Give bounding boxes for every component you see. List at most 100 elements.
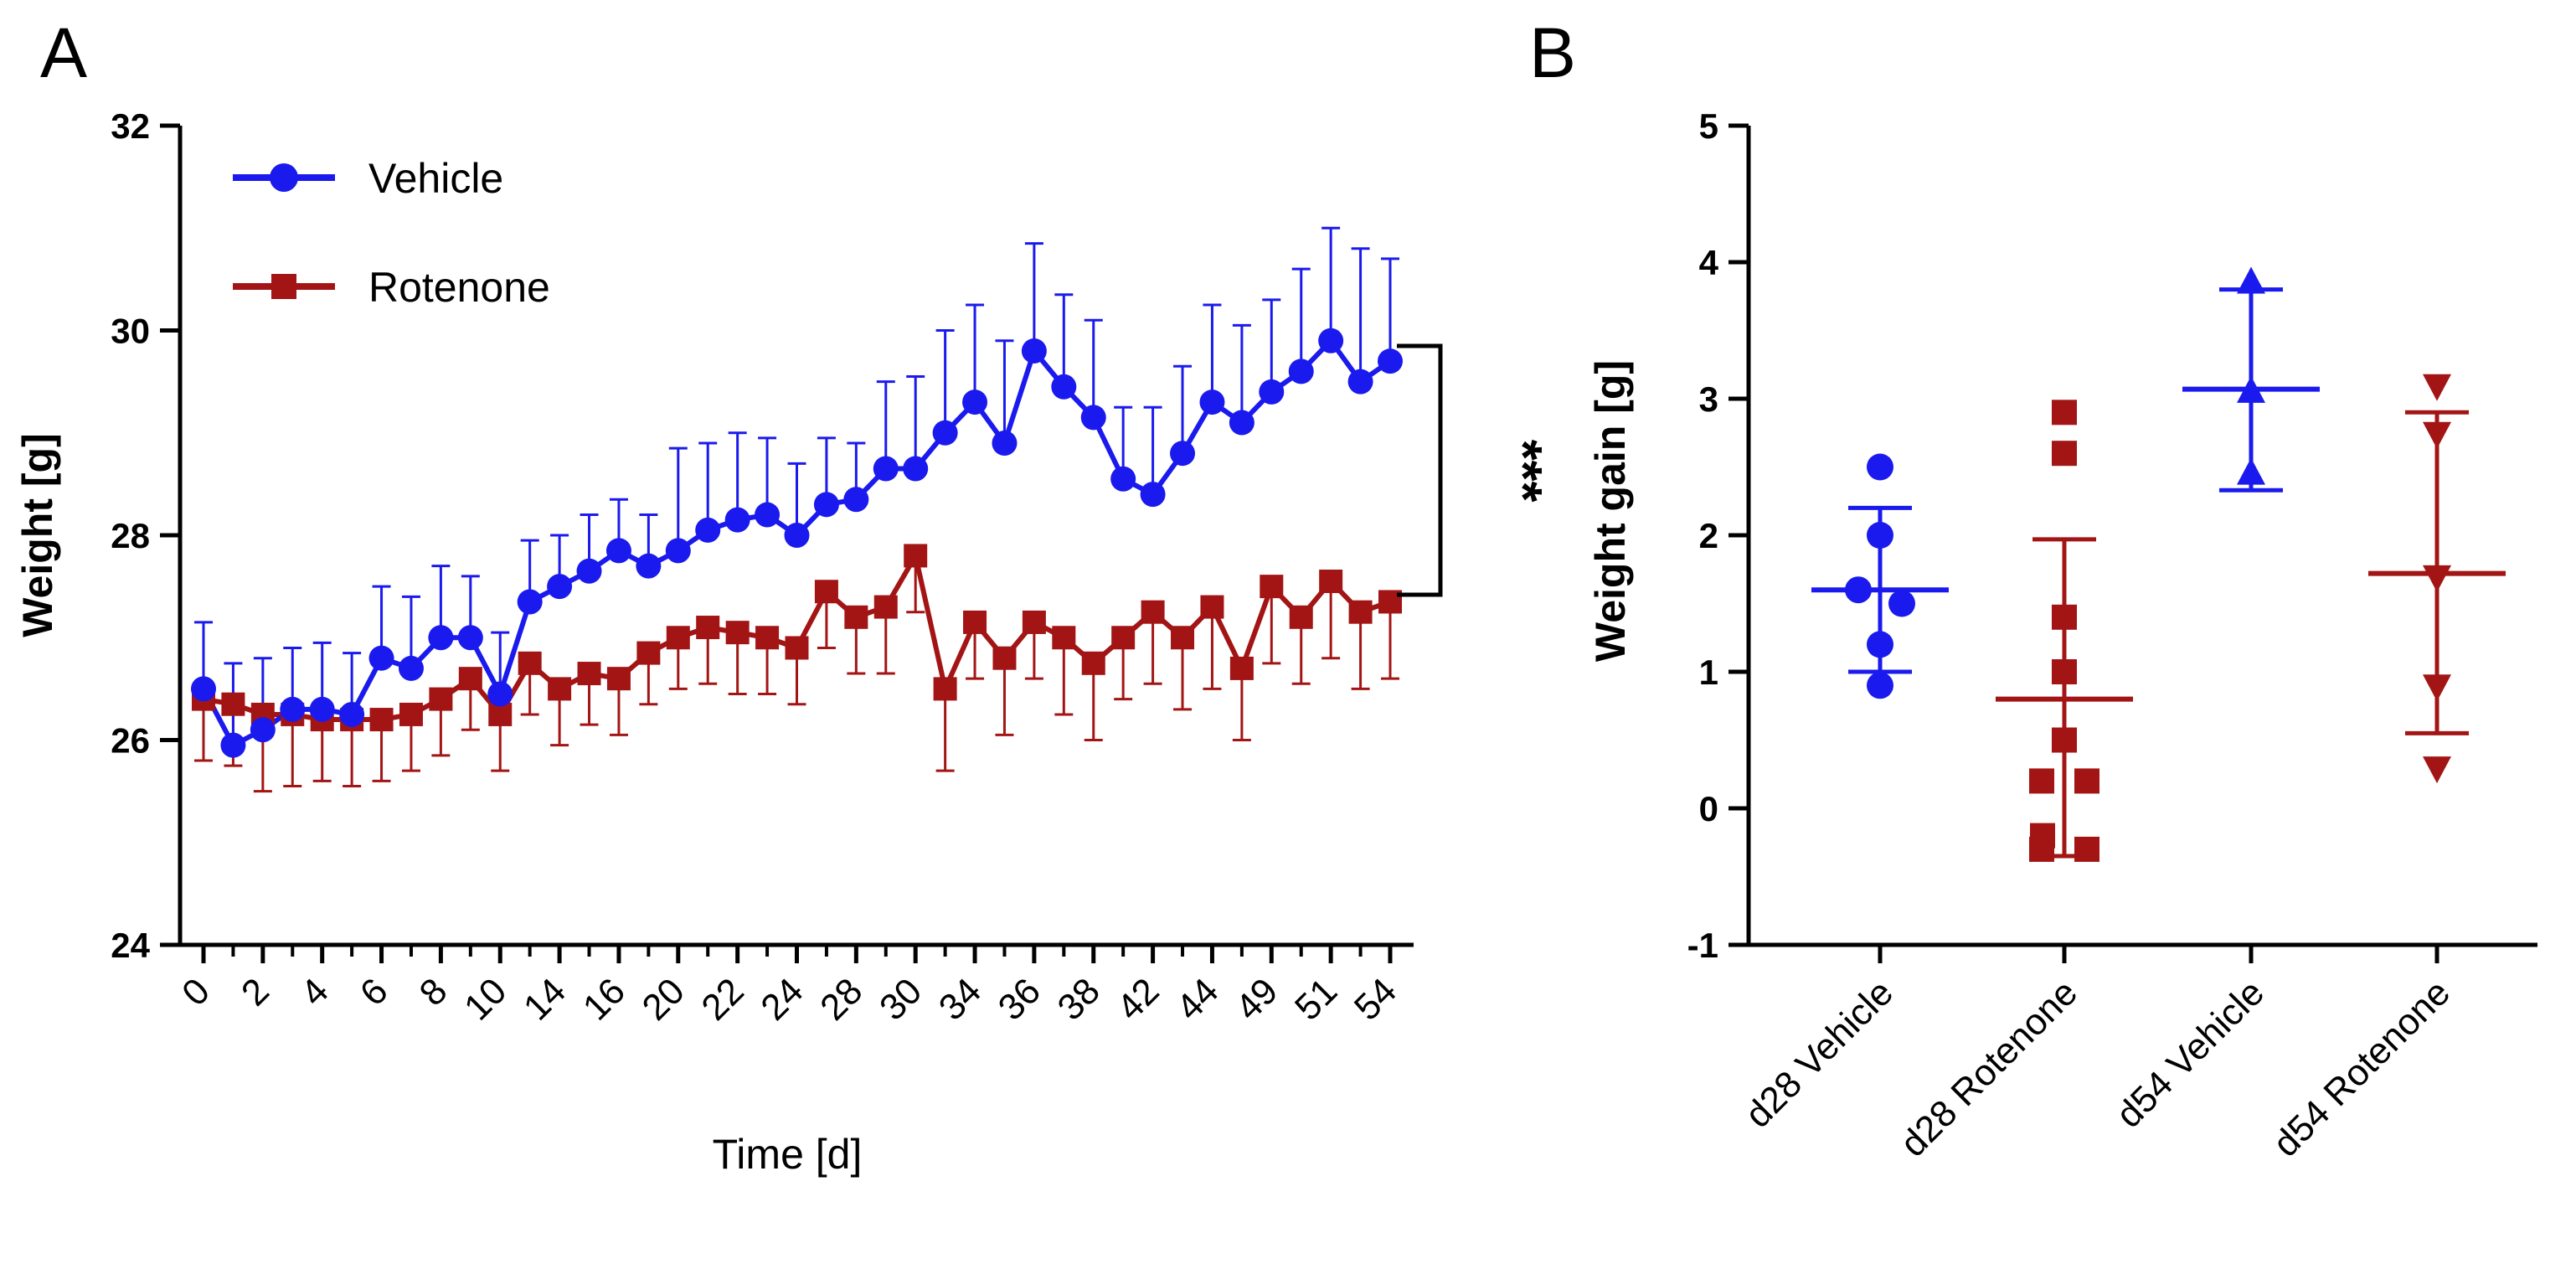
data-point-rotenone — [1022, 610, 1046, 634]
data-point-vehicle — [813, 492, 839, 518]
data-point-vehicle — [547, 574, 573, 600]
data-point-vehicle — [843, 487, 869, 513]
scatter-point — [2029, 836, 2054, 862]
data-point-vehicle — [605, 538, 631, 564]
data-point-rotenone — [785, 636, 809, 660]
panel-a-x-tick-label: 28 — [812, 970, 870, 1028]
panel-a-legend: Vehicle Rotenone — [233, 155, 550, 311]
data-point-vehicle — [1140, 482, 1166, 508]
scatter-point — [2237, 457, 2265, 485]
data-point-vehicle — [191, 676, 216, 702]
panel-a-x-tick-label: 36 — [991, 970, 1048, 1028]
data-point-vehicle — [457, 625, 483, 651]
scatter-point — [1867, 522, 1893, 549]
data-point-vehicle — [487, 681, 513, 707]
significance-stars: *** — [1493, 440, 1553, 503]
data-point-rotenone — [1111, 626, 1136, 650]
data-point-rotenone — [369, 708, 394, 732]
data-point-vehicle — [517, 589, 543, 615]
scatter-point — [2029, 768, 2054, 794]
panel-a-y-tick-label: 24 — [111, 926, 150, 965]
data-point-vehicle — [1347, 369, 1373, 395]
scatter-point — [2074, 768, 2099, 794]
panel-b-y-tick-label: 5 — [1699, 106, 1718, 146]
data-point-vehicle — [1199, 390, 1225, 415]
panel-b-y-tick-label: 4 — [1699, 243, 1719, 282]
data-point-vehicle — [368, 645, 394, 671]
panel-b-category-label: d28 Rotenone — [1893, 972, 2085, 1164]
scatter-point — [2052, 604, 2077, 630]
panel-a-x-tick-label: 30 — [872, 970, 930, 1028]
data-point-rotenone — [814, 580, 838, 604]
scatter-point — [2052, 727, 2077, 753]
panel-b-y-tick-label: 3 — [1699, 379, 1718, 419]
panel-a-error-bars — [194, 226, 1399, 793]
panel-a-x-tick-label: 22 — [693, 970, 751, 1028]
data-point-rotenone — [1348, 600, 1373, 624]
panel-b-y-tick-label: 1 — [1699, 653, 1718, 692]
data-point-rotenone — [518, 651, 542, 675]
panel-letter-a: A — [40, 13, 87, 92]
panel-b-y-tick-label: 2 — [1699, 516, 1718, 555]
panel-a-markers — [191, 328, 1403, 758]
scatter-point — [2423, 565, 2451, 592]
panel-a-x-tick-label: 0 — [174, 970, 218, 1014]
data-point-rotenone — [1289, 605, 1313, 629]
data-point-vehicle — [636, 553, 662, 579]
scatter-point — [2423, 756, 2451, 784]
data-point-vehicle — [576, 558, 602, 584]
panel-a-x-tick-label: 42 — [1109, 970, 1167, 1028]
data-point-vehicle — [665, 538, 691, 564]
data-point-vehicle — [339, 701, 365, 727]
data-point-vehicle — [428, 625, 454, 651]
data-point-vehicle — [1378, 348, 1403, 374]
data-point-vehicle — [1021, 338, 1047, 364]
data-point-rotenone — [577, 662, 601, 686]
panel-a-x-ticks: 0 2 4 6 8 10 14 16 20 22 24 28 30 34 36 38 42 44 49 51 54 — [174, 945, 1404, 1029]
data-point-rotenone — [1171, 626, 1195, 650]
data-point-rotenone — [458, 667, 482, 691]
data-point-rotenone — [844, 605, 868, 629]
panel-b-y-tick-label: -1 — [1687, 926, 1718, 965]
data-point-rotenone — [933, 677, 957, 701]
data-point-vehicle — [755, 502, 781, 528]
legend-vehicle-marker — [270, 163, 298, 192]
legend-vehicle-label: Vehicle — [368, 155, 503, 202]
group-d28-rotenone — [1996, 400, 2133, 862]
panel-b-groups — [1811, 266, 2506, 862]
data-point-vehicle — [873, 456, 899, 482]
data-point-rotenone — [992, 646, 1017, 670]
panel-a-x-tick-label: 14 — [516, 970, 574, 1028]
data-point-rotenone — [429, 687, 453, 711]
data-point-vehicle — [280, 696, 306, 722]
panel-a-y-tick-label: 26 — [111, 721, 150, 761]
panel-a-x-tick-label: 6 — [353, 970, 396, 1014]
scatter-point — [1867, 453, 1893, 481]
panel-a-x-tick-label: 24 — [753, 970, 811, 1028]
data-point-rotenone — [873, 595, 898, 619]
panel-a-y-tick-label: 32 — [111, 106, 150, 146]
panel-a-y-tick-label: 28 — [111, 516, 150, 555]
data-point-rotenone — [488, 702, 513, 726]
group-d28-vehicle — [1811, 453, 1949, 699]
panel-a-x-tick-label: 54 — [1347, 970, 1404, 1028]
data-point-vehicle — [695, 517, 721, 543]
scatter-point — [2423, 674, 2451, 702]
panel-a-x-tick-label: 49 — [1228, 970, 1285, 1028]
data-point-vehicle — [309, 696, 335, 722]
panel-b-y-axis-title: Weight gain [g] — [1587, 360, 1634, 662]
scatter-point — [2423, 421, 2451, 449]
scatter-point — [2237, 266, 2265, 294]
data-point-rotenone — [725, 621, 750, 645]
data-point-rotenone — [666, 626, 690, 650]
scatter-point — [1867, 672, 1893, 699]
legend-rotenone-label: Rotenone — [368, 264, 550, 311]
scatter-point — [2237, 375, 2265, 403]
significance-bracket — [1397, 343, 1443, 597]
scatter-point — [2423, 374, 2451, 401]
panel-a-x-tick-label: 38 — [1050, 970, 1108, 1028]
panel-b-category-label: d28 Vehicle — [1738, 972, 1902, 1136]
data-point-vehicle — [932, 420, 958, 446]
